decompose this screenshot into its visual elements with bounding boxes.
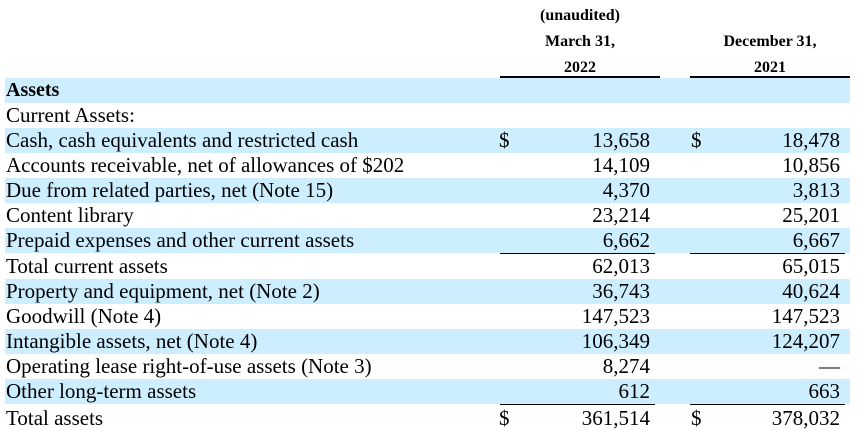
value-december-2021: 663 bbox=[808, 379, 841, 403]
value-march-2022: 147,523 bbox=[581, 304, 650, 328]
currency-symbol-december: $ bbox=[691, 128, 702, 152]
table-row: Current Assets: bbox=[5, 103, 850, 128]
row-label: Assets bbox=[6, 79, 60, 101]
total-rule-december bbox=[690, 404, 845, 405]
table-row: Accounts receivable, net of allowances o… bbox=[5, 153, 850, 178]
column-header-march-2022: (unaudited) March 31, 2022 bbox=[500, 3, 660, 81]
value-december-2021: 6,667 bbox=[792, 228, 840, 252]
header-december-31: December 31, bbox=[723, 33, 817, 50]
value-december-2021: — bbox=[819, 354, 840, 378]
value-march-2022: 8,274 bbox=[602, 354, 650, 378]
table-row: Assets bbox=[5, 78, 850, 103]
row-label: Property and equipment, net (Note 2) bbox=[6, 279, 320, 303]
currency-symbol-march: $ bbox=[499, 406, 510, 430]
value-december-2021: 25,201 bbox=[782, 203, 840, 227]
value-march-2022: 612 bbox=[618, 379, 651, 403]
currency-symbol-december: $ bbox=[691, 406, 702, 430]
row-label: Total assets bbox=[6, 406, 104, 430]
currency-symbol-march: $ bbox=[499, 128, 510, 152]
row-label: Due from related parties, net (Note 15) bbox=[6, 178, 334, 202]
subtotal-rule-december bbox=[690, 253, 845, 254]
row-label: Accounts receivable, net of allowances o… bbox=[6, 153, 405, 177]
table-row: Prepaid expenses and other current asset… bbox=[5, 228, 850, 253]
header-march-31: March 31, bbox=[545, 33, 615, 50]
header-rule-december bbox=[690, 76, 850, 78]
value-december-2021: 378,032 bbox=[771, 406, 840, 430]
header-unaudited: (unaudited) bbox=[539, 7, 621, 24]
header-rule-march bbox=[500, 76, 660, 78]
header-2021: 2021 bbox=[754, 59, 786, 76]
row-label: Goodwill (Note 4) bbox=[6, 304, 162, 328]
value-march-2022: 23,214 bbox=[592, 203, 650, 227]
row-label: Operating lease right-of-use assets (Not… bbox=[6, 354, 372, 378]
row-label: Other long-term assets bbox=[6, 379, 197, 403]
total-rule-march bbox=[500, 404, 655, 405]
row-label: Total current assets bbox=[6, 254, 168, 278]
row-label: Content library bbox=[6, 203, 134, 227]
value-march-2022: 6,662 bbox=[602, 228, 650, 252]
column-header-december-2021: December 31, 2021 bbox=[690, 29, 850, 81]
value-december-2021: 124,207 bbox=[771, 329, 840, 353]
table-row: Property and equipment, net (Note 2) 36,7… bbox=[5, 279, 850, 304]
table-row: Cash, cash equivalents and restricted ca… bbox=[5, 128, 850, 153]
value-march-2022: 14,109 bbox=[592, 153, 650, 177]
table-row: Total assets $361,514 $378,032 bbox=[5, 406, 850, 431]
value-december-2021: 10,856 bbox=[782, 153, 840, 177]
table-row: Operating lease right-of-use assets (Not… bbox=[5, 354, 850, 379]
value-march-2022: 36,743 bbox=[592, 279, 650, 303]
value-december-2021: 65,015 bbox=[782, 254, 840, 278]
value-december-2021: 40,624 bbox=[782, 279, 840, 303]
value-december-2021: 3,813 bbox=[792, 178, 840, 202]
row-label: Intangible assets, net (Note 4) bbox=[6, 329, 258, 353]
value-march-2022: 4,370 bbox=[602, 178, 650, 202]
row-label: Cash, cash equivalents and restricted ca… bbox=[6, 128, 359, 152]
table-row: Total current assets 62,013 65,015 bbox=[5, 254, 850, 279]
table-row: Due from related parties, net (Note 15) 4… bbox=[5, 178, 850, 203]
value-march-2022: 62,013 bbox=[592, 254, 650, 278]
row-label: Prepaid expenses and other current asset… bbox=[6, 228, 355, 252]
value-december-2021: 18,478 bbox=[782, 128, 840, 152]
value-march-2022: 13,658 bbox=[592, 128, 650, 152]
header-2022: 2022 bbox=[564, 59, 596, 76]
table-row: Goodwill (Note 4) 147,523 147,523 bbox=[5, 304, 850, 329]
value-december-2021: 147,523 bbox=[771, 304, 840, 328]
table-row: Content library 23,214 25,201 bbox=[5, 203, 850, 228]
table-row: Other long-term assets 612 663 bbox=[5, 379, 850, 404]
value-march-2022: 106,349 bbox=[581, 329, 650, 353]
subtotal-rule-march bbox=[500, 253, 655, 254]
value-march-2022: 361,514 bbox=[581, 406, 650, 430]
row-label: Current Assets: bbox=[6, 103, 135, 127]
table-row: Intangible assets, net (Note 4) 106,349 12… bbox=[5, 329, 850, 354]
